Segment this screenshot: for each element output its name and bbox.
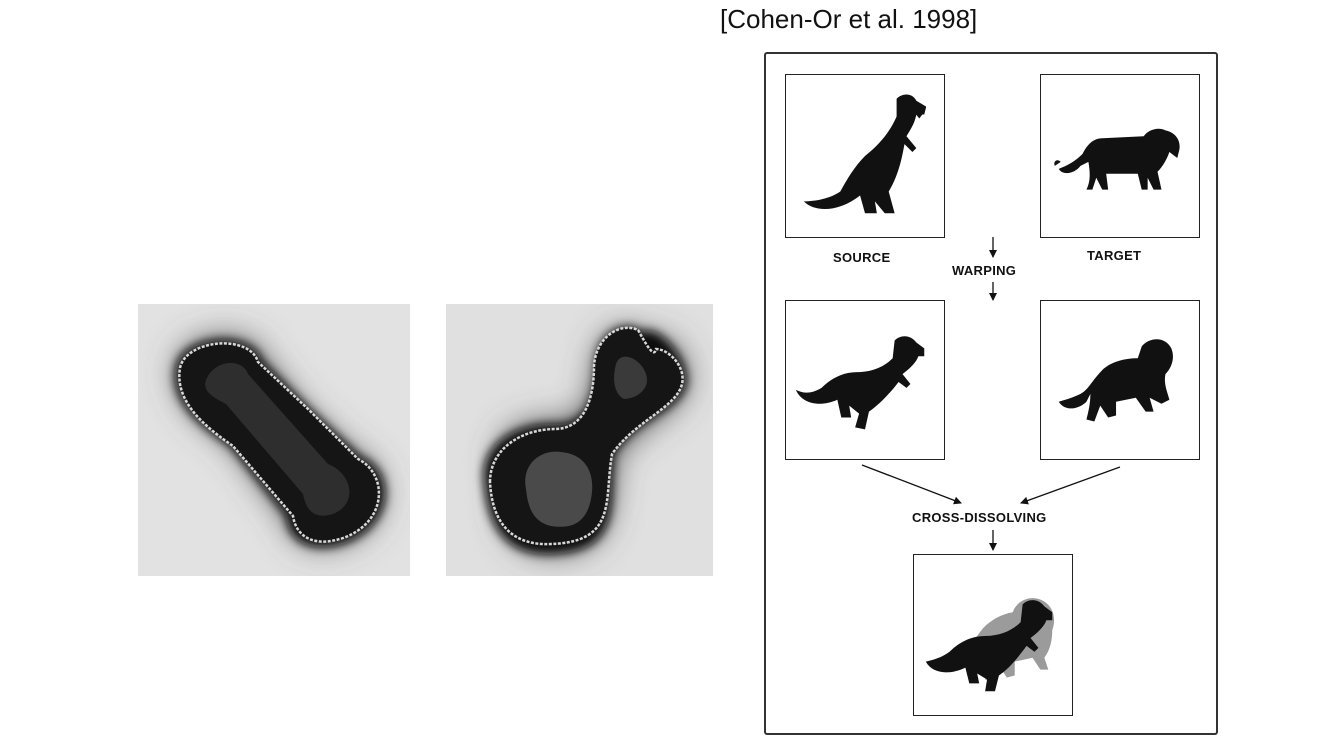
cross-dissolve-result-frame <box>913 554 1073 716</box>
source-label: SOURCE <box>833 250 891 265</box>
warping-label: WARPING <box>952 263 1017 278</box>
target-label: TARGET <box>1087 248 1142 263</box>
warped-target-frame <box>1040 300 1200 460</box>
dissolve-arrow-right-icon <box>1020 466 1121 505</box>
figure-eight-distance-field-image <box>446 304 713 576</box>
dinosaur-silhouette-icon <box>795 336 925 430</box>
dumbbell-distance-field-image <box>138 304 410 576</box>
lion-silhouette-icon <box>1058 339 1173 422</box>
source-image-frame <box>785 74 945 238</box>
cross-dissolving-label: CROSS-DISSOLVING <box>912 510 1047 525</box>
citation: [Cohen-Or et al. 1998] <box>720 4 978 34</box>
dinosaur-silhouette-icon <box>803 94 927 214</box>
dissolve-arrow-left-icon <box>861 464 962 505</box>
morph-result-icon <box>925 598 1055 692</box>
warped-source-frame <box>785 300 945 460</box>
morphing-diagram-panel: SOURCE TARGET WARPING CROSS-DISSOLVING <box>764 52 1218 735</box>
lion-silhouette-icon <box>1054 128 1180 190</box>
target-image-frame <box>1040 74 1200 238</box>
